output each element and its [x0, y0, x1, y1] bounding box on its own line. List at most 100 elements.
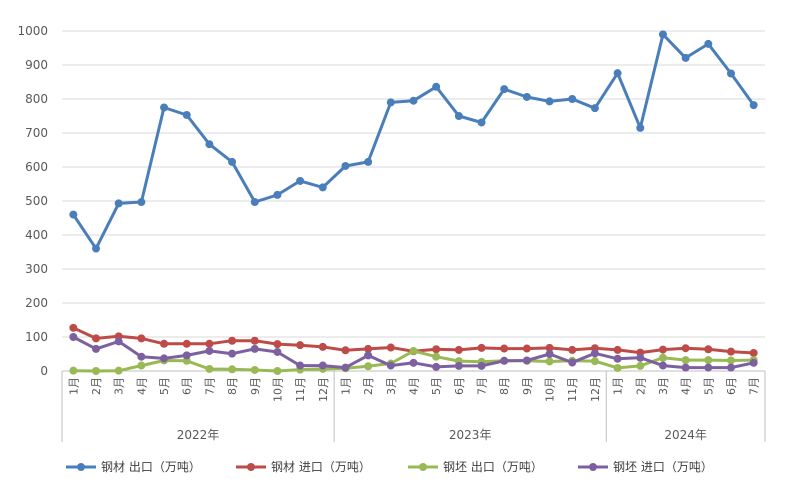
y-tick-label: 400 — [25, 228, 48, 242]
y-tick-label: 500 — [25, 194, 48, 208]
data-point — [522, 356, 531, 365]
data-point — [545, 350, 554, 358]
data-point — [522, 92, 531, 101]
data-point — [613, 363, 622, 372]
data-point — [69, 333, 78, 341]
legend-swatch-marker — [589, 463, 597, 471]
data-point — [160, 103, 169, 112]
data-point — [636, 353, 645, 362]
x-tick-label: 5月 — [702, 377, 715, 395]
data-point — [296, 361, 305, 370]
legend-label: 钢材 进口（万吨） — [271, 460, 371, 474]
data-point — [658, 361, 667, 370]
data-point — [568, 358, 577, 367]
data-point — [726, 69, 735, 78]
x-tick-label: 10月 — [271, 377, 284, 402]
data-point — [114, 337, 123, 346]
data-point — [658, 345, 667, 354]
data-point — [273, 347, 282, 356]
data-point — [636, 361, 645, 370]
data-point — [681, 363, 690, 372]
y-tick-label: 0 — [40, 364, 48, 378]
data-point — [92, 334, 101, 343]
data-point — [296, 341, 305, 350]
x-tick-label: 9月 — [249, 377, 262, 395]
x-tick-label: 6月 — [725, 377, 738, 395]
data-point — [590, 349, 599, 358]
data-point — [681, 53, 690, 62]
x-tick-label: 5月 — [430, 377, 443, 395]
y-tick-label: 800 — [25, 92, 48, 106]
x-tick-label: 1月 — [67, 377, 80, 395]
data-point — [704, 345, 713, 354]
data-point — [69, 210, 78, 219]
data-point — [500, 356, 509, 365]
year-label: 2023年 — [449, 428, 492, 442]
data-point — [386, 361, 395, 370]
data-point — [250, 198, 259, 207]
data-point — [590, 357, 599, 366]
data-point — [545, 357, 554, 366]
y-tick-label: 1000 — [17, 24, 48, 38]
x-tick-label: 1月 — [339, 377, 352, 395]
data-point — [228, 365, 237, 374]
data-point — [137, 352, 146, 361]
data-point — [182, 351, 191, 360]
x-tick-label: 5月 — [158, 377, 171, 395]
data-point — [613, 354, 622, 363]
data-point — [613, 69, 622, 78]
data-point — [228, 157, 237, 166]
data-point — [726, 363, 735, 372]
data-point — [182, 339, 191, 348]
data-point — [454, 112, 463, 120]
data-point — [477, 361, 486, 370]
data-point — [341, 161, 350, 170]
data-point — [364, 362, 373, 371]
x-tick-label: 7月 — [476, 377, 489, 395]
y-tick-label: 100 — [25, 330, 48, 344]
data-point — [726, 347, 735, 356]
x-tick-label: 2月 — [90, 377, 103, 395]
x-tick-label: 3月 — [385, 377, 398, 395]
data-point — [273, 340, 282, 349]
data-point — [409, 358, 418, 367]
x-tick-label: 2月 — [634, 377, 647, 395]
data-point — [92, 244, 101, 253]
data-point — [386, 98, 395, 107]
data-point — [432, 352, 441, 361]
data-point — [205, 140, 214, 149]
x-tick-label: 7月 — [203, 377, 216, 395]
data-point — [341, 346, 350, 355]
data-point — [364, 344, 373, 353]
data-point — [341, 363, 350, 372]
data-point — [681, 356, 690, 365]
data-point — [704, 39, 713, 48]
x-tick-label: 8月 — [226, 377, 239, 395]
y-tick-label: 900 — [25, 58, 48, 72]
data-point — [454, 361, 463, 370]
x-tick-label: 4月 — [408, 377, 421, 395]
legend-swatch-marker — [419, 463, 427, 471]
data-point — [386, 343, 395, 352]
data-point — [92, 344, 101, 353]
data-point — [658, 353, 667, 362]
data-point — [749, 101, 758, 110]
data-point — [205, 364, 214, 373]
data-point — [318, 183, 327, 192]
legend-swatch-marker — [247, 463, 255, 471]
data-point — [318, 342, 327, 351]
data-point — [658, 30, 667, 39]
x-tick-label: 6月 — [181, 377, 194, 395]
data-point — [250, 344, 259, 353]
data-point — [364, 351, 373, 360]
data-point — [749, 348, 758, 357]
x-tick-label: 4月 — [680, 377, 693, 395]
data-point — [137, 198, 146, 207]
data-point — [477, 118, 486, 127]
data-point — [454, 345, 463, 354]
data-point — [590, 104, 599, 113]
data-point — [704, 363, 713, 372]
data-point — [409, 96, 418, 105]
x-tick-label: 7月 — [748, 377, 761, 395]
